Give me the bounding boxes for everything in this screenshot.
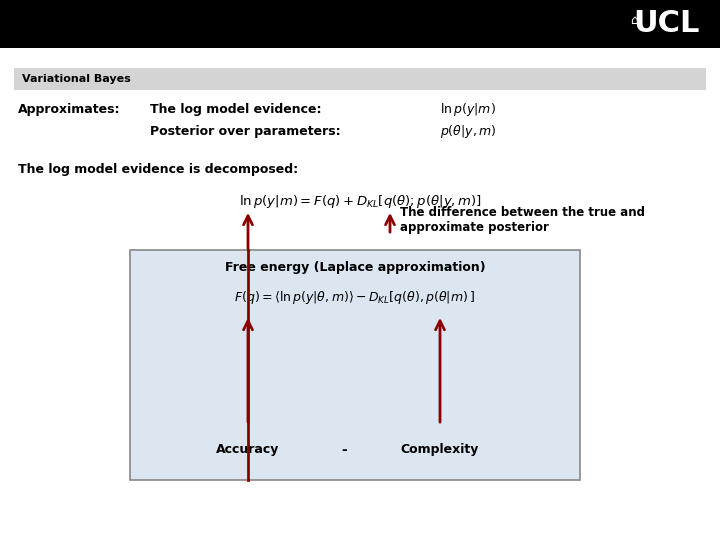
Bar <box>14 68 706 90</box>
Bar <box>130 250 580 480</box>
Text: -: - <box>341 443 347 457</box>
Text: Posterior over parameters:: Posterior over parameters: <box>150 125 341 138</box>
Text: The log model evidence is decomposed:: The log model evidence is decomposed: <box>18 164 298 177</box>
Text: The log model evidence:: The log model evidence: <box>150 104 322 117</box>
Text: $\mathrm{ln}\,p(y|m) = F(q) + D_{KL}[q(\theta);p(\theta|y,m)]$: $\mathrm{ln}\,p(y|m) = F(q) + D_{KL}[q(\… <box>238 193 482 211</box>
Text: Approximates:: Approximates: <box>18 104 120 117</box>
Text: $p(\theta|y,m)$: $p(\theta|y,m)$ <box>440 124 497 140</box>
Text: Free energy (Laplace approximation): Free energy (Laplace approximation) <box>225 261 485 274</box>
Text: Variational Bayes: Variational Bayes <box>22 74 131 84</box>
Bar <box>0 0 720 48</box>
Text: Accuracy: Accuracy <box>216 443 279 456</box>
Text: UCL: UCL <box>634 10 700 38</box>
Text: Complexity: Complexity <box>401 443 480 456</box>
Text: ⌂: ⌂ <box>630 14 638 26</box>
Text: $F(q) = \langle\mathrm{ln}\,p(y|\theta,m)\rangle - D_{KL}[q(\theta),p(\theta|m)\: $F(q) = \langle\mathrm{ln}\,p(y|\theta,m… <box>235 289 475 307</box>
Text: $\mathrm{ln}\,p(y|m)$: $\mathrm{ln}\,p(y|m)$ <box>440 102 496 118</box>
Text: The difference between the true and
approximate posterior: The difference between the true and appr… <box>400 206 645 234</box>
